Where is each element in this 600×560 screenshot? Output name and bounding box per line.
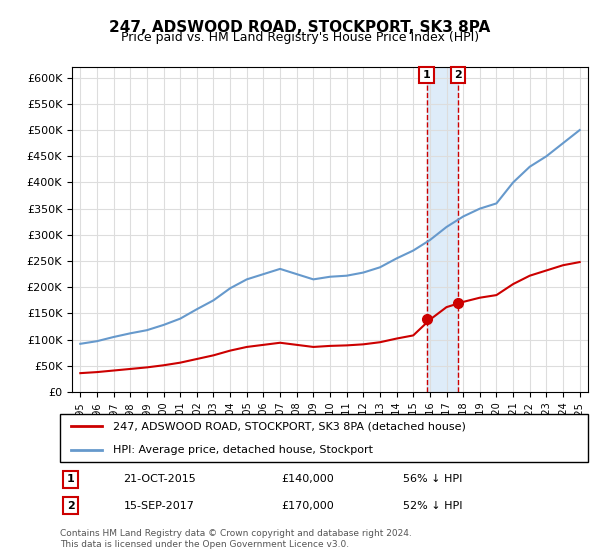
FancyBboxPatch shape: [60, 414, 588, 462]
Text: 56% ↓ HPI: 56% ↓ HPI: [403, 474, 463, 484]
Text: Price paid vs. HM Land Registry's House Price Index (HPI): Price paid vs. HM Land Registry's House …: [121, 31, 479, 44]
Text: 52% ↓ HPI: 52% ↓ HPI: [403, 501, 463, 511]
Text: Contains HM Land Registry data © Crown copyright and database right 2024.
This d: Contains HM Land Registry data © Crown c…: [60, 529, 412, 549]
Text: £170,000: £170,000: [282, 501, 335, 511]
Text: HPI: Average price, detached house, Stockport: HPI: Average price, detached house, Stoc…: [113, 445, 373, 455]
Text: £140,000: £140,000: [282, 474, 335, 484]
Text: 2: 2: [67, 501, 74, 511]
Text: 1: 1: [67, 474, 74, 484]
Text: 1: 1: [422, 70, 430, 80]
Bar: [427, 67, 458, 392]
Text: 247, ADSWOOD ROAD, STOCKPORT, SK3 8PA (detached house): 247, ADSWOOD ROAD, STOCKPORT, SK3 8PA (d…: [113, 421, 466, 431]
Text: 2: 2: [454, 70, 462, 80]
Text: 15-SEP-2017: 15-SEP-2017: [124, 501, 194, 511]
Text: 21-OCT-2015: 21-OCT-2015: [124, 474, 196, 484]
Text: 247, ADSWOOD ROAD, STOCKPORT, SK3 8PA: 247, ADSWOOD ROAD, STOCKPORT, SK3 8PA: [109, 20, 491, 35]
